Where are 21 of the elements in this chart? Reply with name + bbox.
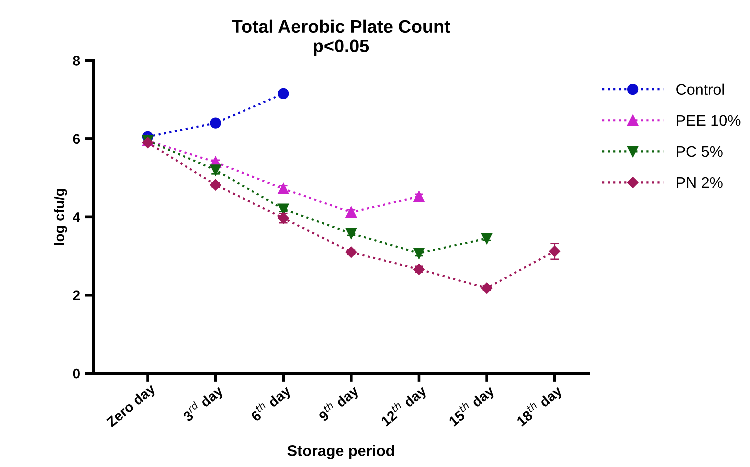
x-tick-label: 6$^{th}$ day [248, 383, 294, 424]
y-tick-label: 8 [73, 56, 80, 66]
chart-title: Total Aerobic Plate Count p<0.05 [232, 20, 450, 56]
x-tick-label: 3$^{rd}$ day [180, 383, 226, 424]
x-tick-label: Zero day [106, 383, 158, 430]
x-tick-label: 9$^{th}$ day [316, 383, 362, 424]
x-tick-label: 15$^{th}$ day [446, 383, 498, 429]
x-tick-label: 18$^{th}$ day [514, 383, 565, 429]
legend-label: PEE 10% [677, 115, 741, 126]
y-tick-label: 6 [73, 134, 80, 144]
y-axis-title: log cfu/g [54, 189, 68, 246]
x-axis-title: Storage period [288, 445, 394, 460]
x-tick-label: 12$^{th}$ day [378, 383, 430, 429]
legend-label: PN 2% [677, 177, 723, 188]
legend-label: Control [676, 84, 724, 96]
y-tick-label: 2 [73, 290, 80, 300]
y-tick-label: 4 [73, 212, 80, 222]
legend-label: PC 5% [677, 146, 723, 158]
point [210, 118, 222, 129]
point [278, 88, 290, 100]
y-tick-label: 0 [73, 368, 80, 379]
